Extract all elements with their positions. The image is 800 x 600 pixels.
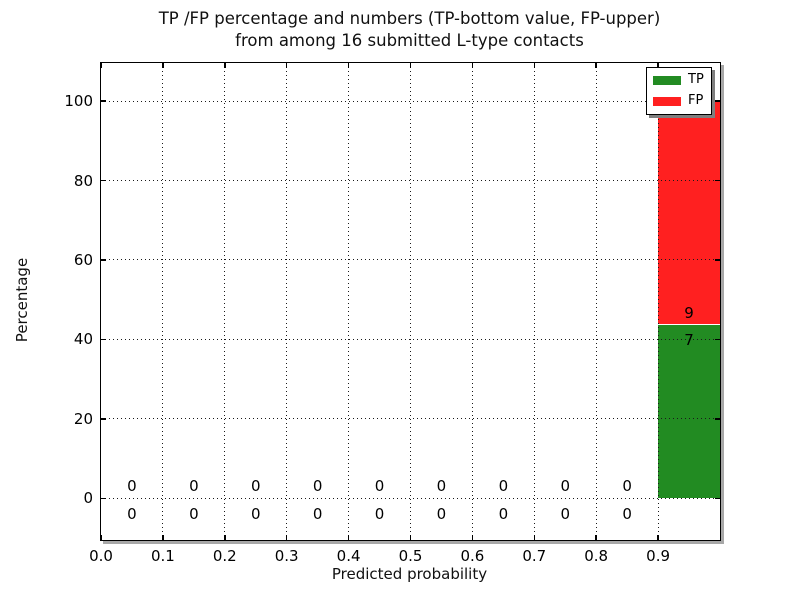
tp-count-label: 7 [684,331,694,350]
tp-count-label: 0 [498,505,509,524]
x-tick-mark [285,535,288,540]
tp-count-label: 0 [560,505,571,524]
gridline-vertical [533,63,535,540]
legend-item-fp: FP [653,94,704,108]
x-tick-mark-top [533,63,536,68]
y-tick-mark [101,100,106,102]
y-tick-mark [101,179,106,182]
x-tick-mark [162,535,164,540]
fp-count-label: 9 [684,303,694,322]
y-tick-mark [101,497,106,500]
fp-color-swatch [653,96,681,106]
x-tick-label: 0.3 [274,547,299,565]
x-tick-mark-top [471,63,474,68]
y-tick-mark-right [715,418,720,420]
x-tick-label: 0.7 [522,547,547,565]
x-tick-mark-top [657,63,659,68]
legend: TP FP [646,67,712,115]
chart-title: TP /FP percentage and numbers (TP-bottom… [100,8,719,52]
x-tick-mark-top [224,63,226,68]
y-tick-label: 60 [73,250,93,269]
tp-count-label: 0 [127,505,137,524]
y-tick-mark-right [715,179,720,182]
y-tick-label: 100 [64,92,93,111]
fp-count-label: 0 [498,477,509,496]
gridline-vertical [162,63,164,540]
chart-title-line2: from among 16 submitted L-type contacts [235,31,584,50]
gridline-vertical [657,63,659,540]
legend-item-tp: TP [653,73,704,87]
x-tick-mark [657,535,659,540]
legend-label-fp: FP [688,93,704,108]
y-tick-mark-right [715,259,720,261]
fp-count-label: 0 [560,477,571,496]
x-tick-mark-top [285,63,288,68]
gridline-vertical [224,63,226,540]
x-tick-mark-top [162,63,164,68]
y-tick-mark [101,418,106,420]
chart-title-line1: TP /FP percentage and numbers (TP-bottom… [158,9,661,28]
x-tick-label: 0.9 [646,547,671,565]
tp-count-label: 0 [189,505,199,524]
gridline-vertical [286,63,288,540]
fp-count-label: 0 [436,477,447,496]
x-tick-mark-top [347,63,350,68]
fp-bar [658,101,720,325]
tp-count-label: 0 [312,505,323,524]
x-tick-mark [347,535,350,540]
x-tick-label: 0.6 [460,547,485,565]
x-tick-label: 0.8 [584,547,609,565]
x-tick-label: 0.5 [398,547,423,565]
x-axis-label: Predicted probability [331,565,488,583]
fp-count-label: 0 [312,477,323,496]
x-tick-mark [595,535,597,540]
y-tick-mark-right [715,338,720,341]
gridline-vertical [471,63,473,540]
fp-count-label: 0 [622,477,632,496]
y-tick-label: 80 [73,171,93,190]
gridline-vertical [595,63,597,540]
y-tick-label: 0 [83,489,93,508]
tp-count-label: 0 [436,505,447,524]
y-axis-label: Percentage [13,257,31,343]
y-tick-mark-right [715,497,720,500]
x-tick-mark [533,535,536,540]
x-tick-mark-top [595,63,597,68]
y-tick-mark [101,338,106,341]
x-tick-mark [471,535,474,540]
tp-count-label: 0 [374,505,385,524]
tp-bar [658,324,720,499]
legend-label-tp: TP [688,72,704,87]
tp-count-label: 0 [622,505,632,524]
x-tick-mark [409,535,412,540]
x-tick-label: 0.2 [212,547,237,565]
x-tick-mark-top [100,63,102,68]
fp-count-label: 0 [189,477,199,496]
x-tick-label: 0.1 [150,547,175,565]
x-tick-label: 0.0 [89,547,113,565]
x-tick-label: 0.4 [336,547,361,565]
x-tick-mark [100,535,102,540]
y-tick-mark-right [715,100,720,102]
fp-count-label: 0 [127,477,137,496]
fp-count-label: 0 [250,477,261,496]
tp-color-swatch [653,75,681,85]
x-tick-mark [224,535,226,540]
x-tick-mark-top [409,63,412,68]
plot-area: 0.0 0.1 0.2 0.3 0.4 0.5 0.6 0.7 0.8 0.9 0 20 40 60 80 1… [64,62,721,565]
gridline-vertical [348,63,350,540]
tp-count-label: 0 [250,505,261,524]
y-tick-mark [101,259,106,261]
y-tick-label: 40 [73,330,93,349]
gridline-vertical [410,63,411,540]
y-tick-label: 20 [73,409,93,428]
fp-count-label: 0 [374,477,385,496]
